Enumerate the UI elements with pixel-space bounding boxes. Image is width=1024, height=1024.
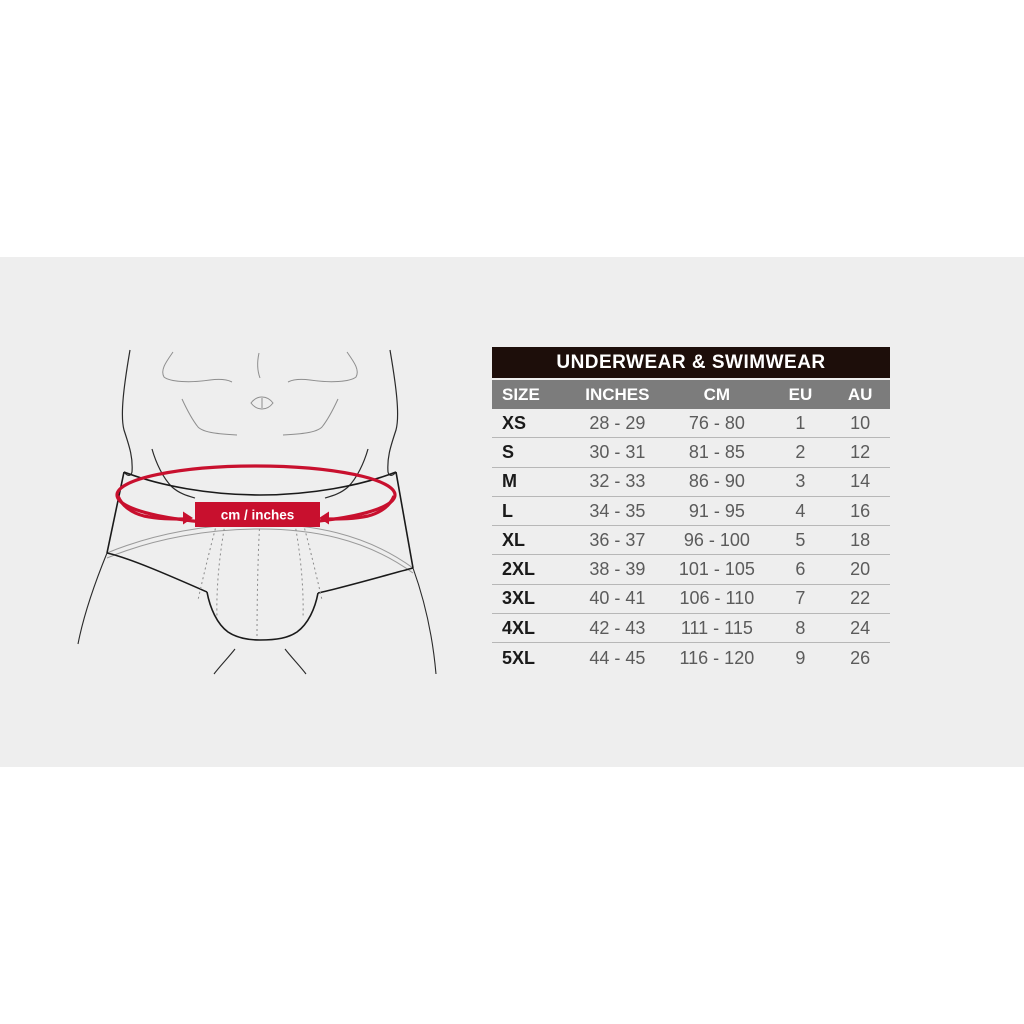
svg-text:cm / inches: cm / inches (221, 508, 295, 523)
